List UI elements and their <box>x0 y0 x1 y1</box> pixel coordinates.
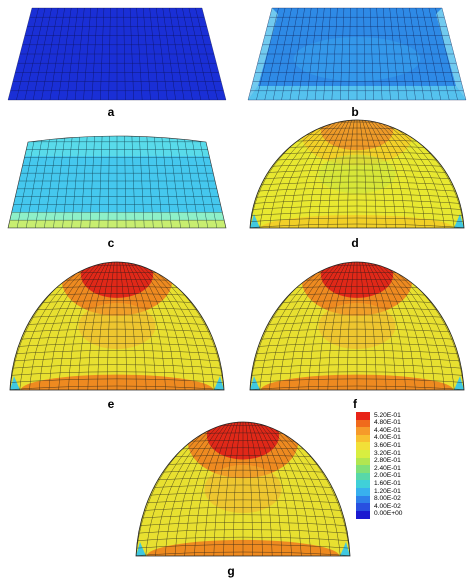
panel-a-mesh <box>7 7 227 101</box>
legend-label: 3.20E-01 <box>374 449 401 457</box>
legend-label: 4.00E-02 <box>374 502 401 510</box>
dome-surface <box>250 120 464 228</box>
caption-e: e <box>107 397 115 411</box>
caption-b: b <box>351 105 359 119</box>
legend-swatch <box>356 495 370 504</box>
legend-swatch <box>356 472 370 481</box>
legend-swatch <box>356 412 370 420</box>
legend-swatch <box>356 442 370 451</box>
surface-corner <box>250 376 260 390</box>
panel-f <box>244 256 470 394</box>
legend-swatch <box>356 457 370 466</box>
caption-f: f <box>353 397 357 411</box>
slab-outline <box>7 135 227 229</box>
dome-surface <box>136 422 350 556</box>
mesh-grid <box>247 7 467 101</box>
dome-outline <box>9 261 225 391</box>
legend-label: 3.60E-01 <box>374 441 401 449</box>
legend-label: 5.20E-01 <box>374 411 401 419</box>
surface-corner <box>214 376 224 390</box>
legend-swatch <box>356 434 370 443</box>
surface-corner <box>250 214 260 228</box>
legend-swatch <box>356 480 370 489</box>
legend-label: 1.60E-01 <box>374 479 401 487</box>
surface-corner <box>340 542 350 556</box>
panel-g <box>130 418 356 560</box>
panel-c-mesh <box>7 135 227 229</box>
dome-outline <box>249 119 465 229</box>
dome-outline <box>249 261 465 391</box>
legend-swatch <box>356 427 370 436</box>
panel-g-mesh <box>135 421 351 557</box>
panel-f-mesh <box>249 261 465 391</box>
legend-label: 1.20E-01 <box>374 487 401 495</box>
dome-surface <box>10 262 224 390</box>
mesh-grid <box>7 7 227 101</box>
panel-b <box>244 4 470 104</box>
legend-swatch <box>356 419 370 428</box>
legend-swatch <box>356 450 370 458</box>
surface-corner <box>10 376 20 390</box>
surface-corner <box>136 542 146 556</box>
legend-label: 2.40E-01 <box>374 464 401 472</box>
legend-swatch <box>356 510 370 519</box>
panel-a <box>4 4 230 104</box>
panel-e <box>4 256 230 394</box>
panel-c <box>4 128 230 232</box>
surface-corner <box>454 376 464 390</box>
mesh-grid <box>8 136 226 228</box>
caption-d: d <box>351 236 359 250</box>
slab-surface <box>8 136 226 228</box>
panel-d-mesh <box>249 119 465 229</box>
caption-c: c <box>107 236 115 250</box>
caption-g: g <box>227 564 235 578</box>
panel-d <box>244 112 470 232</box>
legend-label: 4.00E-01 <box>374 434 401 442</box>
legend-swatch <box>356 465 370 474</box>
legend-label: 8.00E-02 <box>374 495 401 503</box>
legend-swatch <box>356 503 370 512</box>
dome-surface <box>250 262 464 390</box>
legend-label: 2.80E-01 <box>374 457 401 465</box>
legend-label: 4.80E-01 <box>374 419 401 427</box>
panel-b-mesh <box>247 7 467 101</box>
panel-e-mesh <box>9 261 225 391</box>
legend-label: 4.40E-01 <box>374 426 401 434</box>
surface-corner <box>454 214 464 228</box>
legend-label: 2.00E-01 <box>374 472 401 480</box>
legend-label: 0.00E+00 <box>374 510 403 518</box>
legend-swatch <box>356 488 370 496</box>
color-scale-legend: 5.20E-01 4.80E-01 4.40E-01 4.00E-01 3.60E-01… <box>356 412 426 520</box>
dome-outline <box>135 421 351 557</box>
caption-a: a <box>107 105 115 119</box>
